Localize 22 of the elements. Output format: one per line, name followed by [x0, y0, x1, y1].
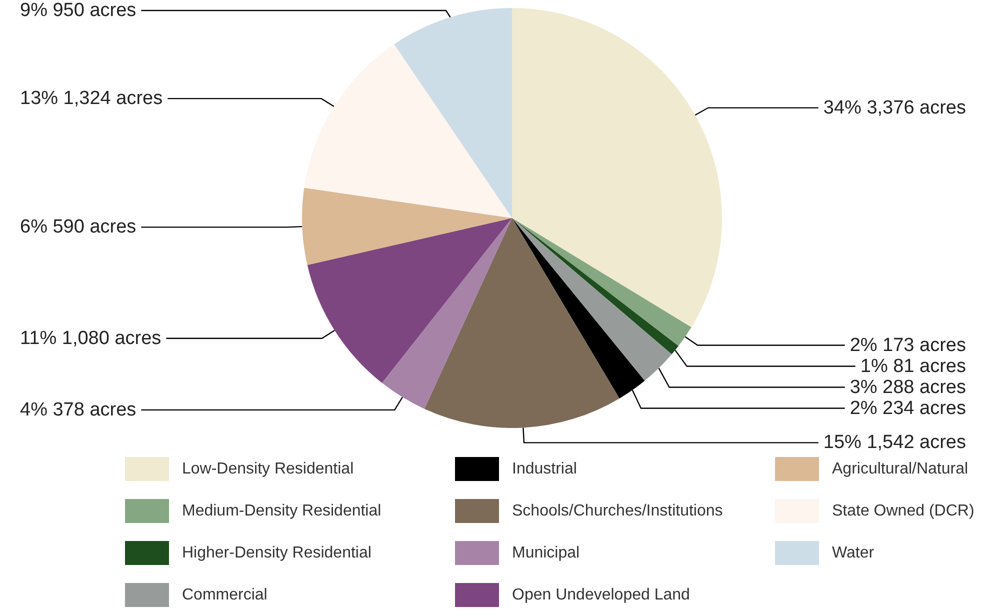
legend-label: Industrial [512, 460, 577, 478]
legend-label: Municipal [512, 544, 580, 562]
data-label: 2% 173 acres [850, 334, 966, 356]
legend-label: Water [832, 544, 875, 562]
data-label: 15% 1,542 acres [823, 432, 966, 454]
data-label: 2% 234 acres [850, 398, 966, 419]
data-label: 1% 81 acres [860, 356, 966, 377]
legend-label: Agricultural/Natural [832, 460, 968, 478]
legend-label: Low-Density Residential [182, 460, 354, 478]
data-label: 34% 3,376 acres [823, 97, 966, 118]
legend-label: Schools/Churches/Institutions [512, 502, 723, 520]
legend-label: Commercial [182, 586, 268, 604]
data-label: 11% 1,080 acres [20, 328, 162, 349]
data-label: 13% 1,324 acres [20, 88, 163, 110]
data-label: 6% 590 acres [20, 216, 136, 238]
data-label: 3% 288 acres [850, 376, 966, 398]
data-label: 9% 950 acres [20, 0, 136, 21]
data-label: 4% 378 acres [20, 399, 136, 420]
legend-label: Open Undeveloped Land [512, 586, 690, 604]
legend-label: State Owned (DCR) [832, 502, 974, 520]
legend-label: Higher-Density Residential [182, 544, 372, 562]
legend-label: Medium-Density Residential [182, 502, 382, 520]
